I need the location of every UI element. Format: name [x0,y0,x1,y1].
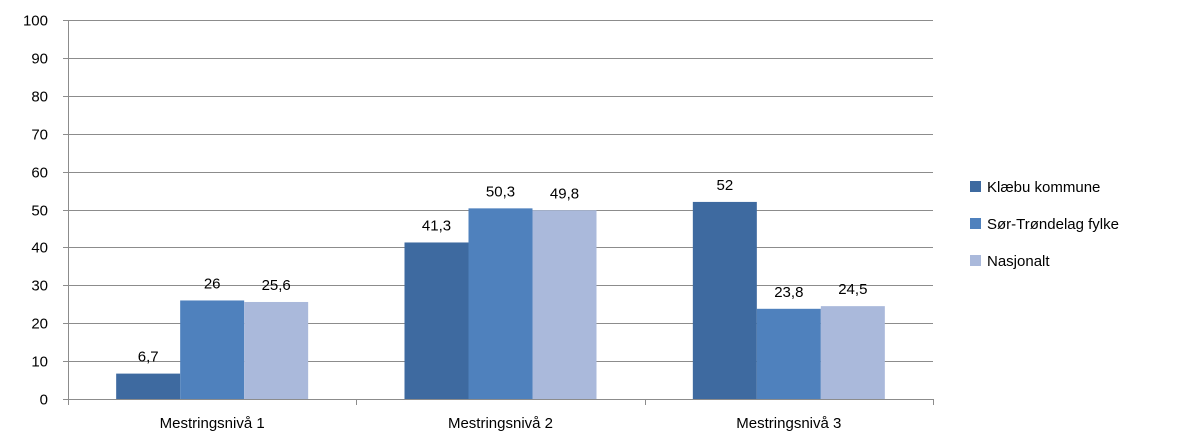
bar [180,300,245,399]
data-label: 41,3 [422,217,451,234]
data-label: 6,7 [138,349,159,366]
x-tick-label: Mestringsnivå 3 [736,415,841,432]
bar [404,242,469,399]
bar [692,201,757,399]
y-tick-label: 100 [23,13,48,30]
y-tick-label: 40 [31,240,48,257]
legend: Klæbu kommune Sør-Trøndelag fylke Nasjonal… [970,179,1119,270]
y-axis: 0 10 20 30 40 50 60 70 80 90 100 [23,13,69,409]
x-tick-label: Mestringsnivå 2 [448,415,553,432]
data-label: 50,3 [486,183,515,200]
bars: 6,7 26 25,6 41,3 50,3 49,8 52 23,8 24,5 [116,177,885,399]
y-tick-label: 80 [31,89,48,106]
y-tick-label: 30 [31,278,48,295]
legend-label: Klæbu kommune [987,179,1100,196]
bar [244,301,309,399]
x-axis: Mestringsnivå 1 Mestringsnivå 2 Mestringsn… [68,399,934,432]
y-tick-label: 20 [31,316,48,333]
y-tick-label: 10 [31,354,48,371]
bar [116,373,181,399]
legend-label: Nasjonalt [987,253,1050,270]
legend-swatch [970,181,981,192]
bar [756,308,821,399]
data-label: 49,8 [550,185,579,202]
legend-swatch [970,255,981,266]
y-tick-label: 0 [40,392,48,409]
data-label: 52 [716,177,733,194]
y-tick-label: 50 [31,203,48,220]
bar [468,208,533,399]
data-label: 25,6 [262,277,291,294]
bar [820,306,885,399]
legend-label: Sør-Trøndelag fylke [987,216,1119,233]
y-tick-label: 70 [31,127,48,144]
data-label: 23,8 [774,284,803,301]
data-label: 24,5 [838,281,867,298]
bar [532,210,597,399]
data-label: 26 [204,275,221,292]
x-tick-label: Mestringsnivå 1 [160,415,265,432]
legend-swatch [970,218,981,229]
y-tick-label: 90 [31,51,48,68]
y-tick-label: 60 [31,165,48,182]
